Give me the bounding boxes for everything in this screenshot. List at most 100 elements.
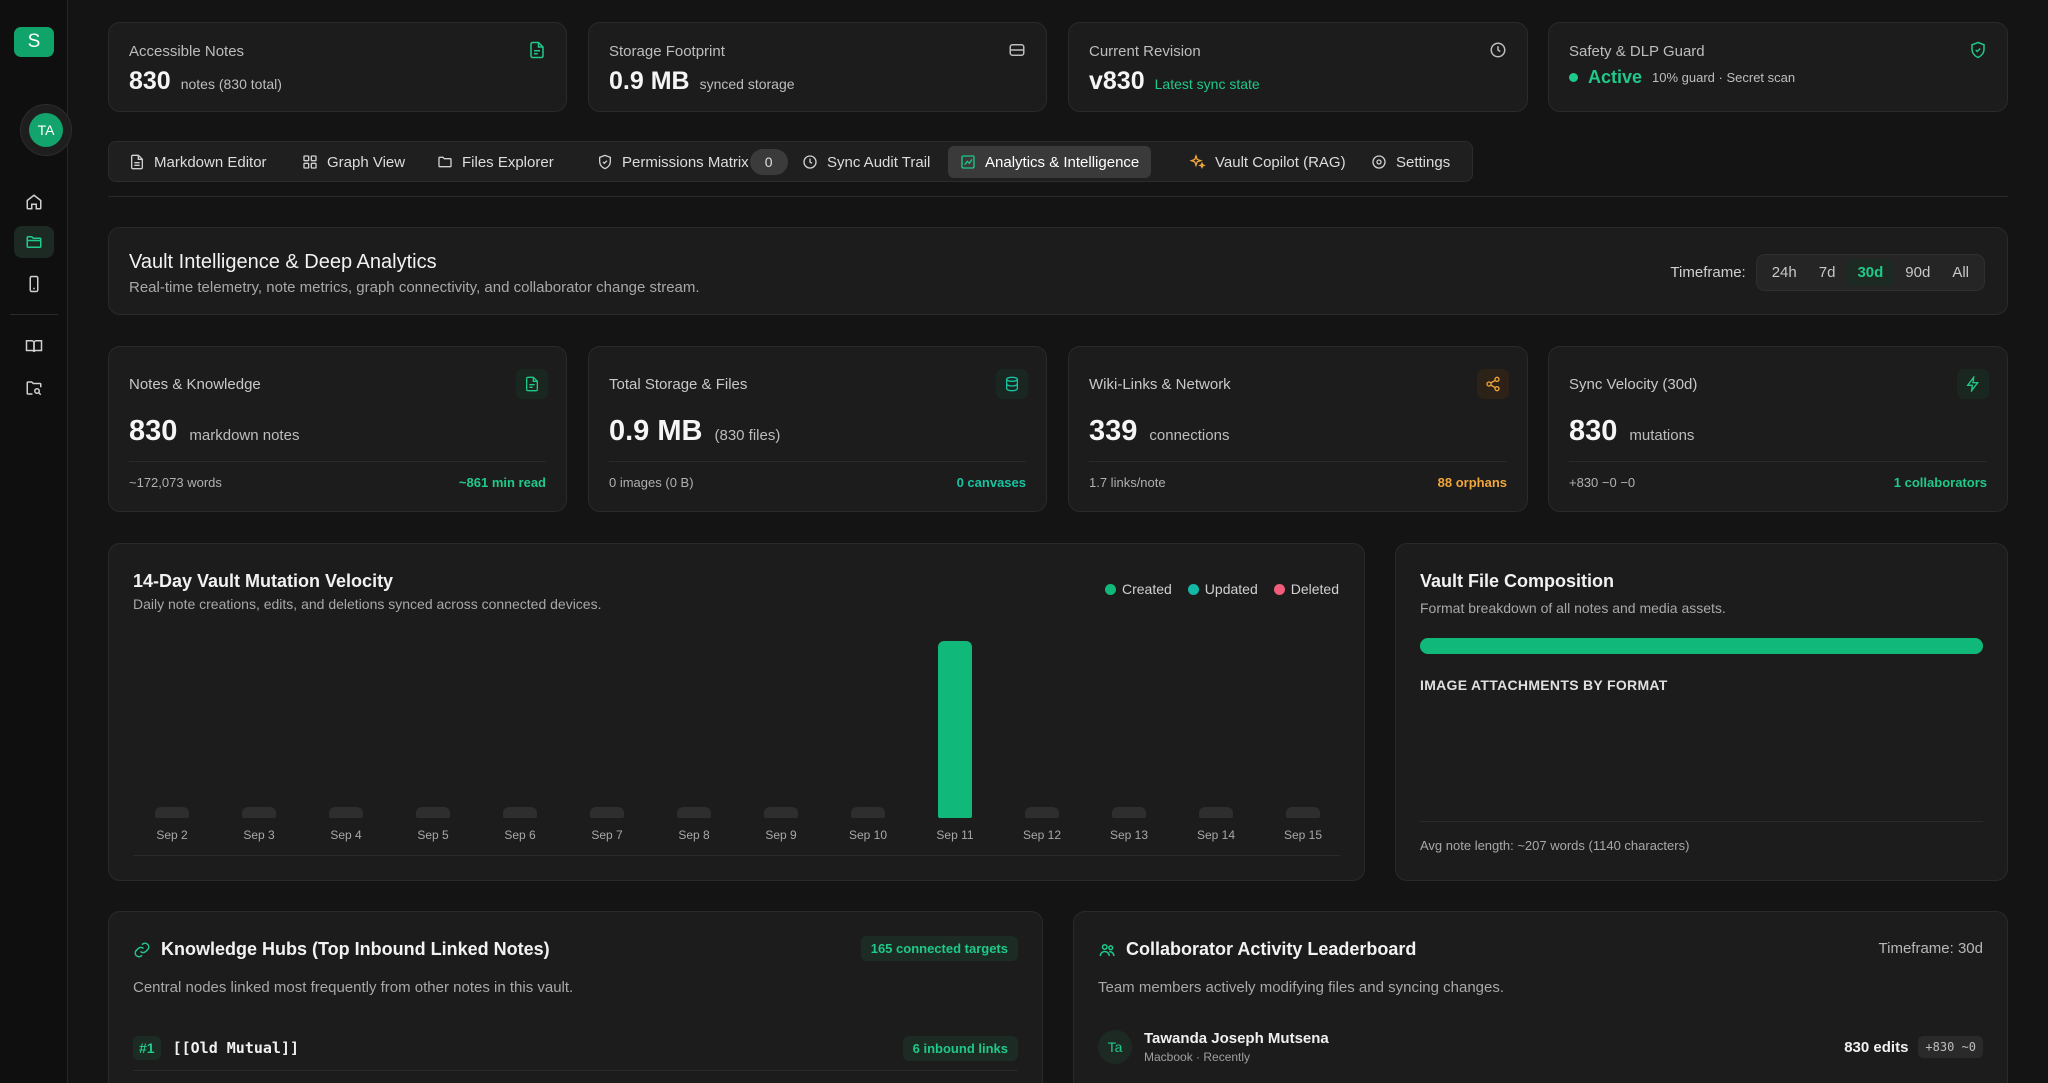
collaborator-leaderboard-card: Collaborator Activity Leaderboard Timefr… — [1073, 911, 2008, 1083]
sidebar-divider — [10, 314, 58, 315]
empty-bar — [1112, 807, 1146, 818]
tab-vault-copilot[interactable]: Vault Copilot (RAG) — [1178, 146, 1358, 178]
stat-value: 830 — [129, 415, 178, 447]
folder-icon — [438, 156, 452, 168]
empty-bar — [503, 807, 537, 818]
hub-rank: #1 — [133, 1036, 161, 1060]
sidebar: S TA — [0, 0, 72, 1083]
mutation-velocity-card: 14-Day Vault Mutation Velocity Daily not… — [108, 543, 1365, 881]
tab-graph-view[interactable]: Graph View — [290, 146, 417, 178]
composition-bar — [1420, 638, 1983, 654]
x-tick-label: Sep 14 — [1196, 828, 1236, 842]
tab-files-explorer[interactable]: Files Explorer — [425, 146, 566, 178]
stat-divider — [1089, 461, 1507, 462]
card-value: v830 — [1089, 67, 1145, 95]
card-label: Accessible Notes — [129, 43, 245, 60]
stat-label: Notes & Knowledge — [129, 376, 261, 393]
stat-value: 830 — [1569, 415, 1618, 447]
card-label: Safety & DLP Guard — [1569, 43, 1705, 60]
stat-unit: markdown notes — [189, 427, 300, 444]
stat-foot-right: 88 orphans — [1437, 475, 1507, 490]
x-tick-label: Sep 12 — [1022, 828, 1062, 842]
bar-created[interactable] — [938, 641, 972, 818]
tab-permissions-matrix[interactable]: Permissions Matrix 0 — [585, 146, 788, 178]
tab-label: Settings — [1396, 153, 1451, 171]
hub-note-name: [[Old Mutual]] — [172, 1039, 300, 1057]
composition-divider — [1420, 821, 1983, 822]
avatar: TA — [29, 113, 63, 147]
zap-icon — [1957, 369, 1989, 399]
safety-dlp-guard-card: Safety & DLP Guard Active 10% guard · Se… — [1548, 22, 2008, 112]
book-open-icon[interactable] — [14, 330, 54, 362]
shield-check-icon — [1969, 41, 1987, 59]
link-icon — [134, 942, 150, 957]
empty-bar — [590, 807, 624, 818]
stat-foot-right: ~861 min read — [458, 475, 546, 490]
notes-knowledge-card: Notes & Knowledge 830 markdown notes ~17… — [108, 346, 567, 512]
clock-icon — [803, 155, 817, 169]
stat-divider — [1569, 461, 1987, 462]
chart-title: 14-Day Vault Mutation Velocity — [133, 571, 394, 591]
shield-icon — [599, 154, 611, 170]
stat-unit: mutations — [1629, 427, 1695, 444]
tab-sync-audit-trail[interactable]: Sync Audit Trail — [790, 146, 942, 178]
main-tabs: Markdown Editor Graph View Files Explore… — [108, 141, 1473, 182]
card-label: Storage Footprint — [609, 43, 725, 60]
app-logo[interactable]: S — [14, 27, 54, 57]
storage-footprint-card: Storage Footprint 0.9 MB synced storage — [588, 22, 1047, 112]
tab-label: Sync Audit Trail — [827, 153, 931, 171]
timeframe-24h[interactable]: 24h — [1771, 264, 1797, 281]
avatar: Ta — [1098, 1030, 1132, 1064]
tab-label: Graph View — [327, 153, 406, 171]
timeframe-90d[interactable]: 90d — [1905, 264, 1931, 281]
empty-bar — [416, 807, 450, 818]
timeframe-all[interactable]: All — [1952, 264, 1969, 281]
share-icon — [1477, 369, 1509, 399]
x-tick-label: Sep 13 — [1109, 828, 1149, 842]
stat-unit: connections — [1149, 427, 1230, 444]
x-tick-label: Sep 8 — [678, 828, 710, 842]
legend-deleted: Deleted — [1273, 581, 1339, 597]
chart-subtitle: Daily note creations, edits, and deletio… — [133, 596, 602, 612]
empty-bar — [677, 807, 711, 818]
folder-icon[interactable] — [14, 226, 54, 258]
tab-markdown-editor[interactable]: Markdown Editor — [117, 146, 279, 178]
x-tick-label: Sep 3 — [243, 828, 275, 842]
timeframe-options: 24h 7d 30d 90d All — [1755, 254, 1985, 291]
page-subtitle: Real-time telemetry, note metrics, graph… — [129, 279, 700, 296]
composition-title: Vault File Composition — [1420, 571, 1615, 591]
tab-count-badge: 0 — [749, 149, 788, 175]
settings-icon — [1372, 155, 1386, 169]
smartphone-icon[interactable] — [14, 268, 54, 300]
knowledge-hubs-card: Knowledge Hubs (Top Inbound Linked Notes… — [108, 911, 1043, 1083]
chart-icon — [961, 155, 975, 169]
stat-foot-right: 0 canvases — [956, 475, 1026, 490]
stat-divider — [609, 461, 1026, 462]
tab-analytics-intelligence[interactable]: Analytics & Intelligence — [948, 146, 1152, 178]
timeframe-30d[interactable]: 30d — [1846, 259, 1895, 286]
collaborator-row[interactable]: Ta Tawanda Joseph Mutsena Macbook · Rece… — [1098, 1025, 1983, 1069]
hubs-title: Knowledge Hubs (Top Inbound Linked Notes… — [161, 939, 550, 959]
x-tick-label: Sep 11 — [936, 828, 974, 842]
database-icon — [1008, 41, 1026, 59]
home-icon[interactable] — [14, 186, 54, 218]
avg-note-length: Avg note length: ~207 words (1140 charac… — [1420, 838, 1690, 853]
card-sub: synced storage — [699, 76, 795, 92]
card-sub: 10% guard · Secret scan — [1652, 70, 1796, 85]
stat-label: Sync Velocity (30d) — [1569, 376, 1698, 393]
accessible-notes-card: Accessible Notes 830 notes (830 total) — [108, 22, 567, 112]
empty-bar — [242, 807, 276, 818]
folder-search-icon[interactable] — [14, 372, 54, 404]
hub-list-item[interactable]: #1 [[Old Mutual]] 6 inbound links — [133, 1030, 1018, 1066]
timeframe-7d[interactable]: 7d — [1818, 264, 1836, 281]
database-icon — [996, 369, 1028, 399]
x-tick-label: Sep 2 — [156, 828, 188, 842]
x-tick-label: Sep 10 — [848, 828, 888, 842]
user-avatar-button[interactable]: TA — [20, 104, 72, 156]
empty-bar — [764, 807, 798, 818]
hub-inbound-links: 6 inbound links — [902, 1035, 1018, 1061]
stat-divider — [129, 461, 546, 462]
users-icon — [1099, 943, 1115, 956]
file-composition-card: Vault File Composition Format breakdown … — [1395, 543, 2008, 881]
tab-settings[interactable]: Settings — [1359, 146, 1462, 178]
